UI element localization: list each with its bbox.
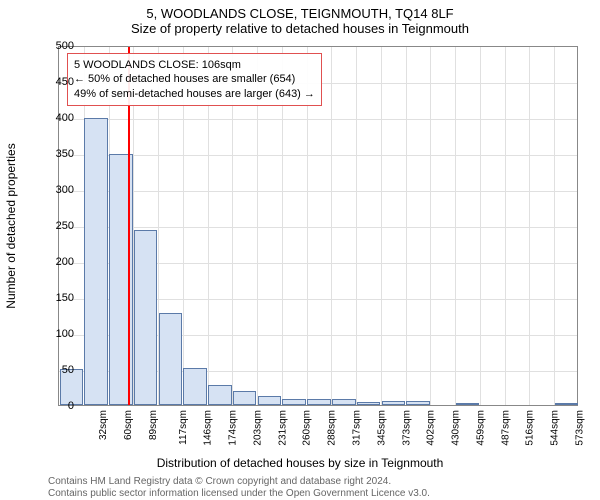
histogram-bar bbox=[183, 368, 207, 405]
histogram-bar bbox=[258, 396, 282, 405]
x-tick-label: 516sqm bbox=[525, 410, 536, 446]
histogram-bar bbox=[406, 401, 430, 405]
y-tick-label: 100 bbox=[44, 328, 74, 340]
histogram-bar bbox=[332, 399, 356, 405]
page-title-line1: 5, WOODLANDS CLOSE, TEIGNMOUTH, TQ14 8LF bbox=[0, 0, 600, 21]
footer-line1: Contains HM Land Registry data © Crown c… bbox=[48, 476, 430, 488]
y-tick-label: 150 bbox=[44, 292, 74, 304]
gridline-v bbox=[430, 47, 431, 405]
info-box-line2: ← 50% of detached houses are smaller (65… bbox=[74, 72, 315, 86]
x-tick-label: 231sqm bbox=[277, 410, 288, 446]
x-tick-label: 402sqm bbox=[426, 410, 437, 446]
x-tick-label: 174sqm bbox=[228, 410, 239, 446]
histogram-bar bbox=[307, 399, 331, 405]
gridline-v bbox=[331, 47, 332, 405]
x-tick-label: 544sqm bbox=[550, 410, 561, 446]
gridline-v bbox=[381, 47, 382, 405]
x-tick-label: 260sqm bbox=[302, 410, 313, 446]
x-tick-label: 89sqm bbox=[148, 410, 159, 440]
y-axis-label: Number of detached properties bbox=[4, 143, 18, 308]
y-tick-label: 200 bbox=[44, 256, 74, 268]
x-tick-label: 146sqm bbox=[203, 410, 214, 446]
gridline-v bbox=[529, 47, 530, 405]
y-tick-label: 500 bbox=[44, 40, 74, 52]
x-axis-label: Distribution of detached houses by size … bbox=[0, 456, 600, 470]
info-box: 5 WOODLANDS CLOSE: 106sqm← 50% of detach… bbox=[67, 53, 322, 106]
x-tick-label: 60sqm bbox=[123, 410, 134, 440]
histogram-bar bbox=[282, 399, 306, 405]
histogram-bar bbox=[84, 118, 108, 405]
x-tick-label: 203sqm bbox=[253, 410, 264, 446]
gridline-h bbox=[59, 191, 577, 192]
histogram-bar bbox=[134, 230, 158, 405]
y-tick-label: 450 bbox=[44, 76, 74, 88]
info-box-line1: 5 WOODLANDS CLOSE: 106sqm bbox=[74, 58, 315, 72]
histogram-chart: 5 WOODLANDS CLOSE: 106sqm← 50% of detach… bbox=[58, 46, 578, 406]
footer-attribution: Contains HM Land Registry data © Crown c… bbox=[48, 476, 430, 500]
x-tick-label: 117sqm bbox=[178, 410, 189, 445]
histogram-bar bbox=[555, 403, 579, 405]
y-tick-label: 300 bbox=[44, 184, 74, 196]
page-title-line2: Size of property relative to detached ho… bbox=[0, 21, 600, 40]
gridline-h bbox=[59, 227, 577, 228]
y-tick-label: 0 bbox=[44, 400, 74, 412]
histogram-bar bbox=[159, 313, 183, 405]
x-tick-label: 345sqm bbox=[376, 410, 387, 446]
info-box-line3: 49% of semi-detached houses are larger (… bbox=[74, 87, 315, 101]
gridline-v bbox=[505, 47, 506, 405]
x-tick-label: 487sqm bbox=[500, 410, 511, 446]
x-tick-label: 430sqm bbox=[451, 410, 462, 446]
x-tick-label: 459sqm bbox=[475, 410, 486, 446]
gridline-h bbox=[59, 119, 577, 120]
y-tick-label: 400 bbox=[44, 112, 74, 124]
y-tick-label: 250 bbox=[44, 220, 74, 232]
gridline-v bbox=[480, 47, 481, 405]
histogram-bar bbox=[456, 403, 480, 405]
footer-line2: Contains public sector information licen… bbox=[48, 488, 430, 500]
gridline-v bbox=[356, 47, 357, 405]
x-tick-label: 317sqm bbox=[352, 410, 363, 446]
gridline-v bbox=[455, 47, 456, 405]
y-tick-label: 50 bbox=[44, 364, 74, 376]
gridline-v bbox=[406, 47, 407, 405]
histogram-bar bbox=[382, 401, 406, 405]
gridline-h bbox=[59, 155, 577, 156]
histogram-bar bbox=[208, 385, 232, 405]
x-tick-label: 32sqm bbox=[98, 410, 109, 440]
histogram-bar bbox=[233, 391, 257, 405]
gridline-v bbox=[554, 47, 555, 405]
x-tick-label: 288sqm bbox=[327, 410, 338, 446]
x-tick-label: 573sqm bbox=[574, 410, 585, 446]
x-tick-label: 373sqm bbox=[401, 410, 412, 446]
y-tick-label: 350 bbox=[44, 148, 74, 160]
histogram-bar bbox=[357, 402, 381, 405]
